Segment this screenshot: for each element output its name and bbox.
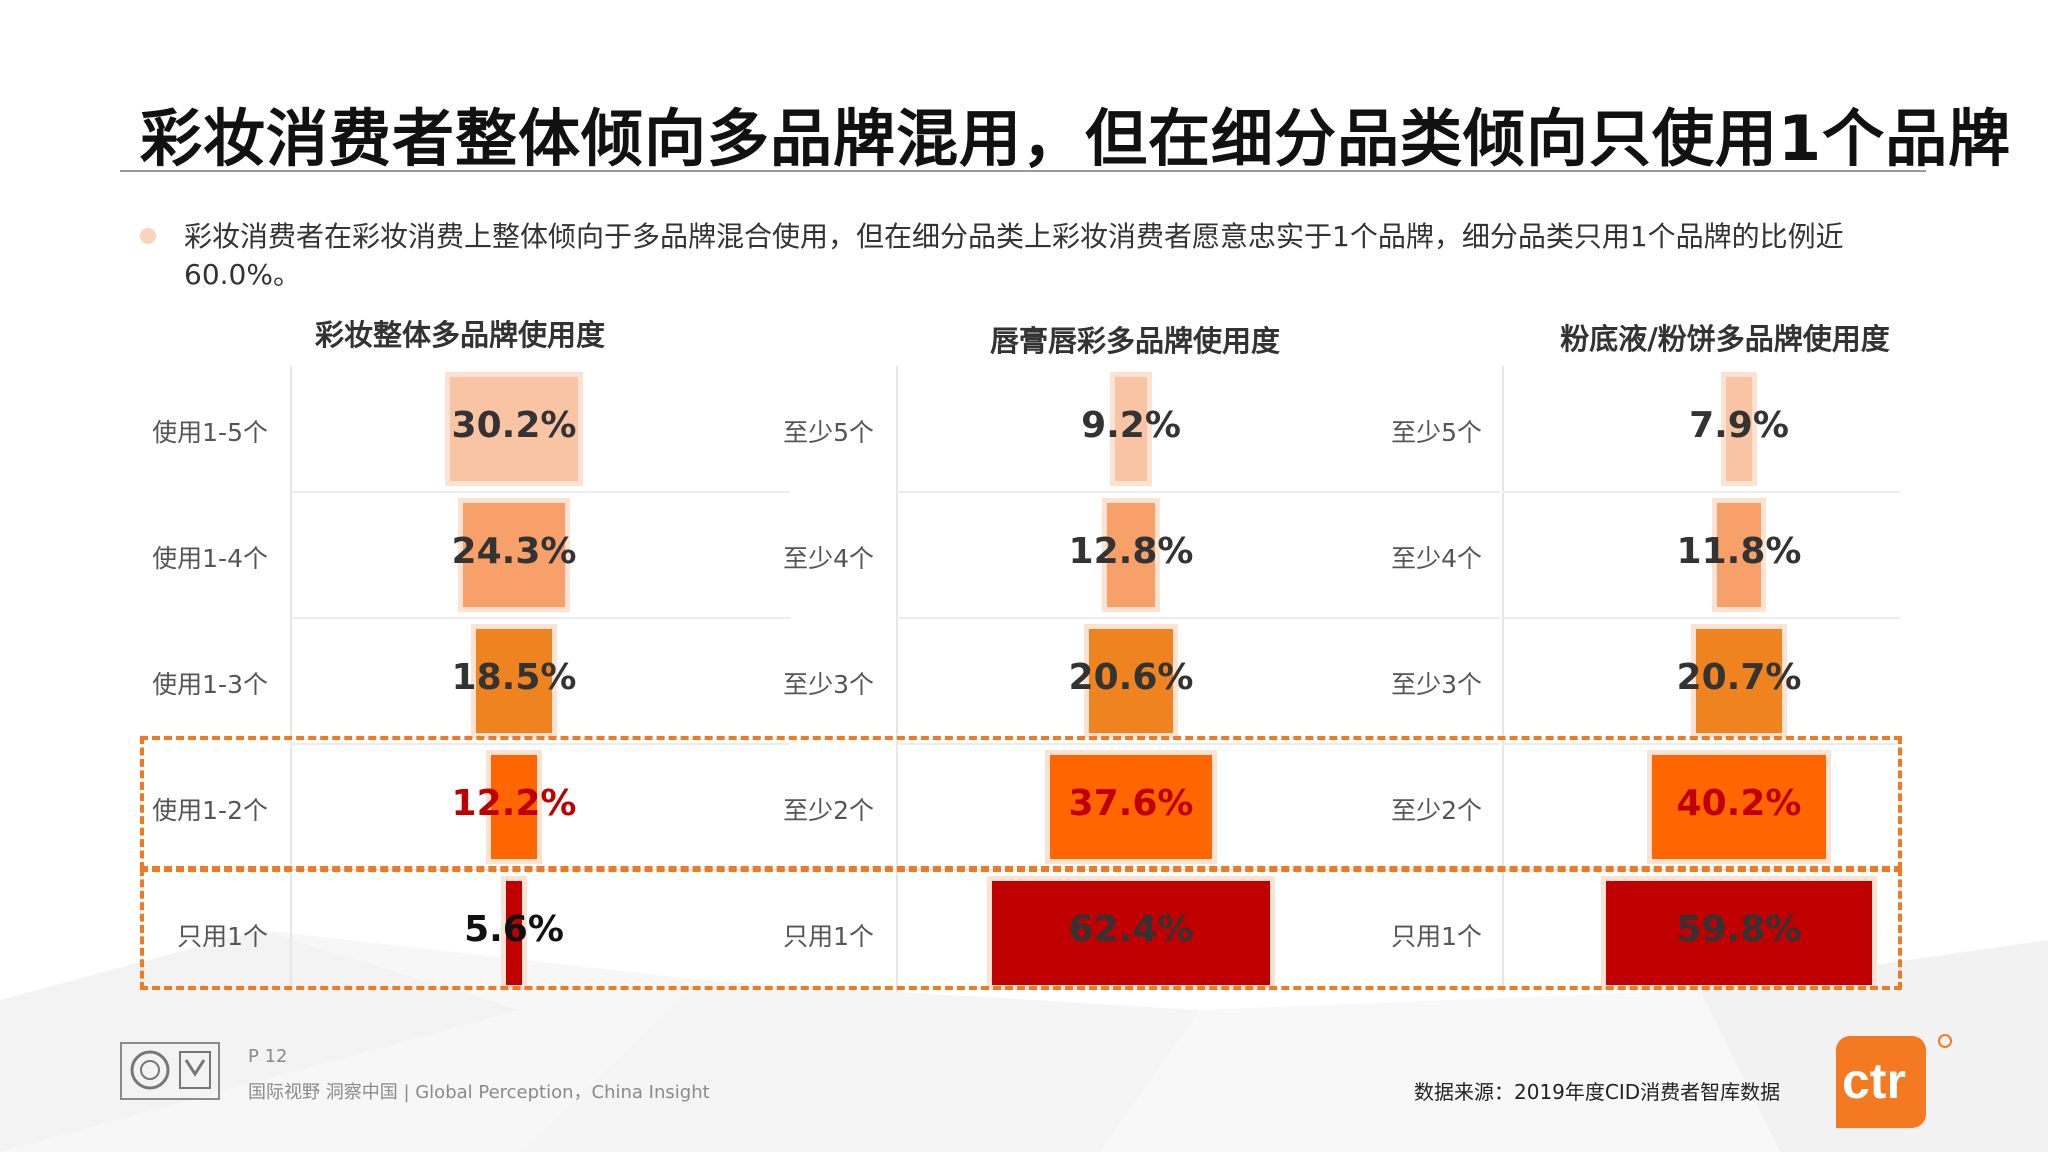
data-label: 7.9% [1689, 405, 1789, 446]
page-number: P 12 [248, 1046, 288, 1067]
data-label: 18.5% [451, 657, 577, 698]
category-label: 使用1-5个 [152, 418, 268, 447]
chart-bar [485, 750, 543, 864]
category-label: 至少5个 [1391, 418, 1482, 447]
chart-bar [987, 876, 1275, 990]
data-label: 30.2% [451, 405, 577, 446]
chart-bar [458, 498, 570, 612]
category-label: 至少5个 [783, 418, 874, 447]
row-gridline [896, 743, 1500, 745]
registered-mark-icon [1938, 1034, 1952, 1048]
category-label: 至少3个 [783, 670, 874, 699]
chart-bar [471, 624, 557, 738]
footer-slogan: 国际视野 洞察中国 | Global Perception，China Insi… [248, 1082, 710, 1103]
data-label: 59.8% [1676, 909, 1802, 950]
row-gridline [1502, 617, 1900, 619]
chart-title: 唇膏唇彩多品牌使用度 [989, 324, 1280, 358]
data-label: 62.4% [1068, 909, 1194, 950]
row-gridline [896, 617, 1500, 619]
category-label: 使用1-3个 [152, 670, 268, 699]
category-label: 至少2个 [783, 796, 874, 825]
category-label: 只用1个 [177, 922, 268, 951]
category-label: 至少4个 [1391, 544, 1482, 573]
data-label: 5.6% [464, 909, 564, 950]
chart-title: 彩妆整体多品牌使用度 [314, 318, 605, 352]
row-gridline [290, 743, 790, 745]
row-gridline [1502, 743, 1900, 745]
row-gridline [290, 617, 790, 619]
chart-bar [1101, 498, 1161, 612]
category-label: 使用1-2个 [152, 796, 268, 825]
row-gridline [896, 491, 1500, 493]
data-label: 20.7% [1676, 657, 1802, 698]
category-label: 至少2个 [1391, 796, 1482, 825]
category-label: 至少4个 [783, 544, 874, 573]
chart-bar [1109, 372, 1153, 486]
data-label: 12.2% [451, 783, 577, 824]
sgs-ukas-certification-icon [120, 1042, 220, 1100]
highlight-box-two-brands [140, 736, 1902, 870]
chart-bar [1601, 876, 1877, 990]
data-label: 11.8% [1676, 531, 1802, 572]
summary-text: 彩妆消费者在彩妆消费上整体倾向于多品牌混合使用，但在细分品类上彩妆消费者愿意忠实… [184, 220, 1844, 291]
page-title: 彩妆消费者整体倾向多品牌混用，但在细分品类倾向只使用1个品牌 [140, 102, 2012, 175]
data-label: 20.6% [1068, 657, 1194, 698]
chart-bar [1691, 624, 1787, 738]
chart-bar [1646, 750, 1832, 864]
row-gridline [1502, 491, 1900, 493]
chart-bar [1083, 624, 1179, 738]
chart-title: 粉底液/粉饼多品牌使用度 [1560, 322, 1890, 356]
row-gridline [290, 491, 790, 493]
data-label: 40.2% [1676, 783, 1802, 824]
chart-axis-line [290, 366, 292, 992]
ctr-logo [1836, 1036, 1926, 1128]
data-source: 数据来源：2019年度CID消费者智库数据 [1414, 1080, 1781, 1104]
title-divider [120, 170, 1926, 172]
chart-bar [1720, 372, 1758, 486]
bullet-icon [140, 228, 156, 244]
data-label: 9.2% [1081, 405, 1181, 446]
ctr-logo-text: ctr [1842, 1053, 1906, 1109]
category-label: 至少3个 [1391, 670, 1482, 699]
chart-bar [1044, 750, 1218, 864]
data-label: 24.3% [451, 531, 577, 572]
data-label: 37.6% [1068, 783, 1194, 824]
category-label: 使用1-4个 [152, 544, 268, 573]
chart-axis-line [1502, 366, 1504, 992]
highlight-box-one-brand [140, 868, 1902, 990]
chart-bar [444, 372, 584, 486]
category-label: 只用1个 [783, 922, 874, 951]
chart-bar [1711, 498, 1767, 612]
chart-axis-line [896, 366, 898, 992]
data-label: 12.8% [1068, 531, 1194, 572]
category-label: 只用1个 [1391, 922, 1482, 951]
